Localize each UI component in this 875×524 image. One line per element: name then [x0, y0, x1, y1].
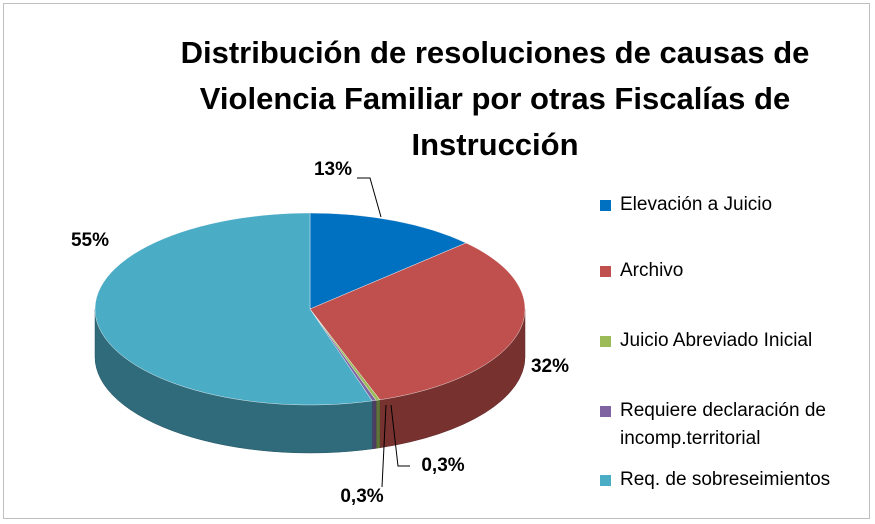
- slice-side: [371, 400, 377, 450]
- data-label: 13%: [314, 159, 352, 180]
- legend-item: Req. de sobreseimientos: [600, 466, 865, 494]
- data-label: 0,3%: [340, 486, 383, 507]
- data-label: 55%: [71, 230, 109, 251]
- legend-label: Archivo: [620, 260, 684, 281]
- legend-item: Elevación a Juicio: [600, 191, 865, 219]
- legend-item: Archivo: [600, 257, 865, 285]
- data-label: 32%: [531, 356, 569, 377]
- legend-label: Juicio Abreviado Inicial: [620, 330, 813, 351]
- legend-item: Requiere declaración de incomp.territori…: [600, 397, 865, 453]
- legend-label: Requiere declaración de incomp.territori…: [620, 400, 826, 449]
- slice: [309, 212, 467, 310]
- slice-side: [375, 399, 381, 449]
- legend-item: Juicio Abreviado Inicial: [600, 327, 865, 355]
- leader-line: [357, 177, 382, 218]
- legend-label: Req. de sobreseimientos: [620, 469, 831, 490]
- legend-swatch: [600, 266, 611, 277]
- legend-swatch: [600, 200, 611, 211]
- slice: [309, 242, 526, 401]
- leader-line: [390, 404, 410, 467]
- chart-frame: [3, 3, 870, 519]
- legend-label: Elevación a Juicio: [620, 194, 773, 215]
- legend-swatch: [600, 406, 611, 417]
- legend-swatch: [600, 336, 611, 347]
- legend-swatch: [600, 475, 611, 486]
- leader-line: [381, 404, 387, 488]
- chart-title: Distribución de resoluciones de causas d…: [180, 35, 810, 162]
- data-label: 0,3%: [421, 455, 464, 476]
- slice: [94, 212, 373, 406]
